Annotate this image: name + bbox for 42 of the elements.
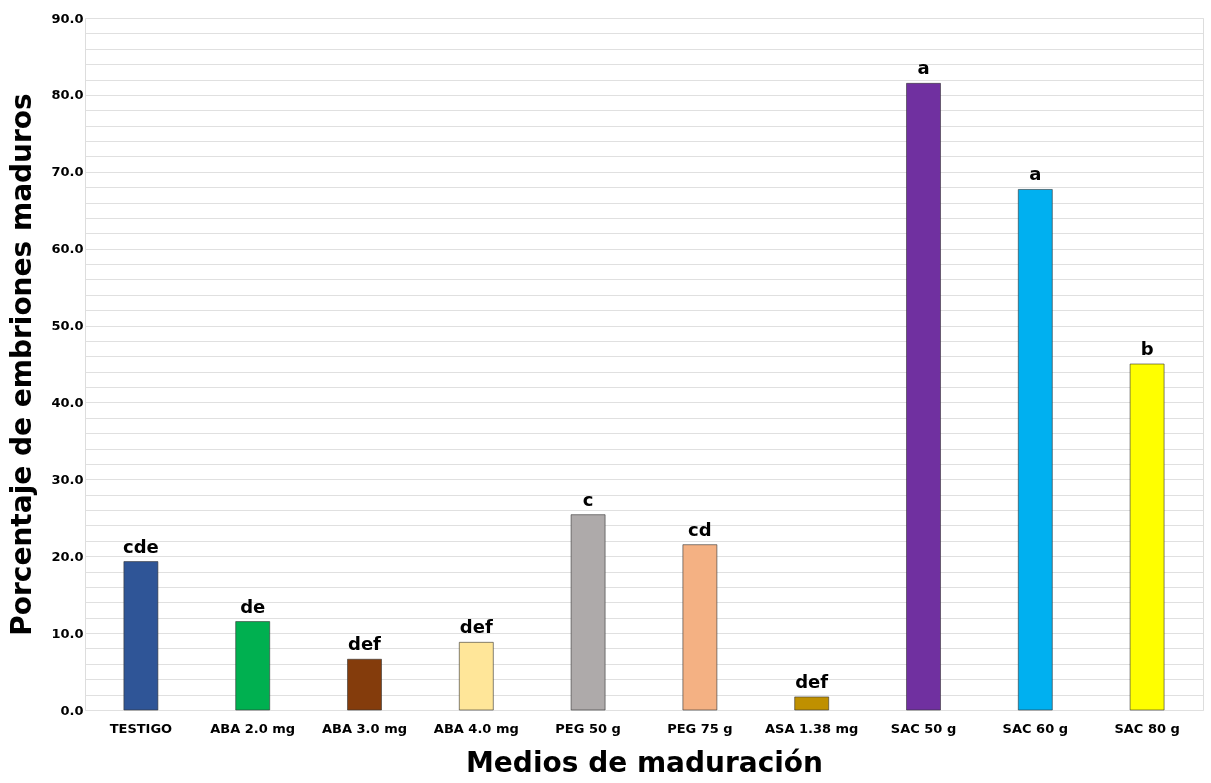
x-tick-label: TESTIGO	[109, 720, 173, 736]
bar	[1129, 363, 1165, 711]
bar	[1017, 188, 1053, 711]
annotation: cd	[688, 518, 712, 540]
bar	[235, 621, 271, 711]
x-tick-label: ABA 2.0 mg	[210, 720, 296, 736]
x-tick-label: PEG 50 g	[555, 720, 621, 736]
bar	[347, 658, 382, 711]
bar	[906, 82, 941, 711]
x-tick-label: ASA 1.38 mg	[764, 720, 859, 736]
bar	[682, 544, 718, 711]
annotation: cde	[123, 535, 159, 557]
annotation: def	[795, 670, 829, 692]
annotation: a	[1029, 163, 1042, 185]
y-tick-label: 20.0	[51, 548, 84, 564]
y-tick-label: 30.0	[51, 471, 84, 487]
annotation: b	[1140, 338, 1154, 359]
bar	[794, 696, 830, 711]
y-tick-label: 70.0	[51, 164, 84, 180]
x-tick-label: ABA 3.0 mg	[322, 720, 407, 736]
x-tick-label: SAC 50 g	[890, 720, 957, 736]
x-axis-title: Medios de maduración	[465, 745, 824, 779]
x-tick-label: SAC 80 g	[1114, 720, 1180, 736]
annotation: def	[348, 633, 382, 655]
y-axis-title: Porcentaje de embriones maduros	[5, 93, 39, 636]
y-tick-label: 0.0	[60, 702, 84, 718]
bar	[458, 641, 494, 711]
y-tick-label: 50.0	[51, 318, 84, 334]
y-tick-label: 10.0	[51, 625, 84, 641]
y-tick-label: 90.0	[51, 10, 84, 26]
y-tick-label: 80.0	[51, 87, 84, 103]
y-tick-label: 40.0	[51, 394, 84, 410]
annotation: def	[459, 616, 493, 638]
annotation: de	[240, 595, 266, 617]
x-tick-label: PEG 75 g	[667, 720, 733, 736]
x-tick-label: ABA 4.0 mg	[433, 720, 519, 736]
annotation: a	[917, 57, 930, 79]
x-tick-label: SAC 60 g	[1002, 720, 1069, 736]
annotation: c	[582, 488, 594, 510]
bar	[123, 561, 159, 711]
bar	[570, 514, 606, 711]
y-tick-label: 60.0	[51, 241, 84, 257]
